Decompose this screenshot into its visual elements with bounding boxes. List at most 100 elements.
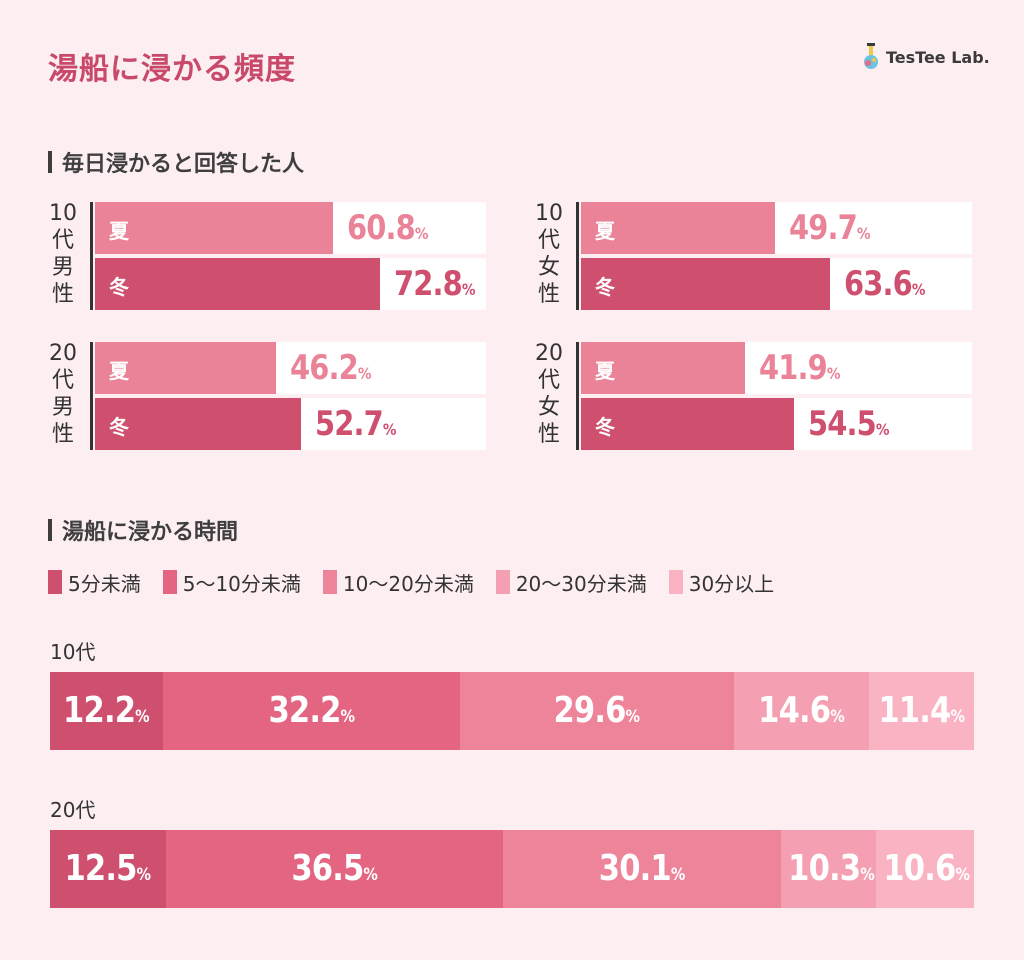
value-label-unit: % [461, 280, 476, 299]
stacked-segment: 29.6% [460, 672, 734, 750]
segment-value: 11.4% [877, 690, 967, 731]
value-label-number: 63.6 [844, 264, 913, 304]
stacked-bar: 12.5% 36.5% 30.1% 10.3% 10.6% [50, 830, 974, 908]
value-label-number: 60.8 [347, 208, 416, 248]
winter-bar [581, 398, 794, 450]
value-label: 72.8% [394, 264, 476, 304]
segment-value-unit: % [950, 707, 965, 727]
group-label-char: 20 [49, 341, 77, 366]
legend-label: 5分未満 [68, 571, 141, 596]
segment-value-unit: % [136, 865, 152, 885]
legend-swatch [48, 570, 62, 594]
value-label-unit: % [911, 280, 926, 299]
value-label-unit: % [357, 364, 372, 383]
group-axis-line [576, 342, 579, 450]
group-label-char: 代 [537, 368, 560, 393]
segment-value-unit: % [340, 707, 355, 727]
group-label-char: 代 [51, 368, 74, 393]
legend-swatch [322, 570, 337, 594]
winter-bar [581, 258, 830, 310]
segment-value-number: 30.1 [598, 848, 672, 889]
legend-label: 20〜30分未満 [515, 571, 647, 596]
segment-value-unit: % [955, 865, 970, 885]
group-label-char: 性 [51, 282, 74, 307]
group-label-char: 女 [537, 395, 560, 420]
bar-group: 20 代男性 夏 46.2% 冬 52.7% [48, 340, 488, 452]
age-label: 10代 [50, 640, 96, 664]
winter-bar [95, 258, 380, 310]
summer-bar [95, 202, 333, 254]
group-label: 10 代男性 [48, 200, 78, 308]
group-label-char: 性 [51, 422, 74, 447]
value-label: 54.5% [808, 404, 890, 444]
legend-item: 20〜30分未満 [495, 568, 647, 597]
legend-swatch [495, 570, 510, 594]
value-label-unit: % [414, 224, 429, 243]
season-label: 夏 [595, 359, 615, 383]
segment-value: 14.6% [744, 690, 859, 731]
group-axis-line [90, 202, 93, 310]
segment-value-number: 29.6 [553, 690, 627, 731]
summer-bar [581, 342, 745, 394]
legend-label: 30分以上 [688, 571, 775, 596]
page-title: 湯船に浸かる頻度 [48, 52, 296, 87]
group-label-char: 代 [51, 228, 74, 253]
segment-value-unit: % [670, 865, 686, 885]
segment-value: 32.2% [185, 690, 438, 731]
legend-item: 30分以上 [668, 568, 775, 597]
bar-track: 夏 60.8% [95, 202, 486, 254]
stacked-segment: 11.4% [868, 672, 974, 750]
segment-value: 12.5% [59, 848, 157, 889]
value-label-number: 46.2 [290, 348, 359, 388]
legend-swatch [162, 570, 177, 594]
bar-track: 冬 72.8% [95, 258, 486, 310]
section-daily-title-text: 毎日浸かると回答した人 [62, 152, 305, 177]
group-label-char: 10 [49, 201, 77, 226]
segment-value-number: 10.3 [788, 848, 861, 889]
section-duration-title: 湯船に浸かる時間 [48, 514, 238, 546]
bar-track: 夏 49.7% [581, 202, 972, 254]
legend-label: 10〜20分未満 [342, 571, 474, 596]
segment-value-number: 14.6 [757, 690, 831, 731]
stacked-segment: 10.3% [780, 830, 877, 908]
group-axis-line [576, 202, 579, 310]
value-label: 52.7% [315, 404, 397, 444]
value-label-number: 49.7 [789, 208, 858, 248]
season-label: 冬 [595, 415, 615, 439]
season-label: 冬 [595, 275, 615, 299]
segment-value: 12.2% [58, 690, 154, 731]
summer-bar [95, 342, 276, 394]
season-label: 冬 [109, 415, 129, 439]
stacked-segment: 32.2% [162, 672, 461, 750]
section-duration-title-text: 湯船に浸かる時間 [62, 520, 239, 545]
segment-value-unit: % [362, 865, 378, 885]
group-label: 20 代男性 [48, 340, 78, 448]
bar-track: 冬 52.7% [95, 398, 486, 450]
stacked-bar: 12.2% 32.2% 29.6% 14.6% 11.4% [50, 672, 974, 750]
bar-group: 20 代女性 夏 41.9% 冬 54.5% [534, 340, 974, 452]
value-label: 63.6% [844, 264, 926, 304]
value-label: 49.7% [789, 208, 871, 248]
bar-track: 夏 46.2% [95, 342, 486, 394]
season-label: 夏 [109, 219, 129, 243]
value-label: 46.2% [290, 348, 372, 388]
legend-item: 5〜10分未満 [162, 568, 301, 597]
stacked-segment: 14.6% [733, 672, 869, 750]
legend-item: 10〜20分未満 [322, 568, 474, 597]
stacked-segment: 12.2% [50, 672, 163, 750]
segment-value-number: 12.5 [64, 848, 137, 889]
summer-bar [581, 202, 775, 254]
season-label: 夏 [595, 219, 615, 243]
season-label: 夏 [109, 359, 129, 383]
section-marker [48, 151, 52, 173]
value-label-number: 54.5 [808, 404, 877, 444]
segment-value: 30.1% [524, 848, 760, 889]
stacked-segment: 10.6% [876, 830, 974, 908]
value-label: 60.8% [347, 208, 429, 248]
group-label-char: 性 [537, 282, 560, 307]
stacked-segment: 12.5% [50, 830, 166, 908]
stacked-segment: 36.5% [165, 830, 503, 908]
segment-value-unit: % [829, 707, 845, 727]
segment-value: 10.3% [788, 848, 875, 889]
group-label-char: 男 [51, 255, 74, 280]
